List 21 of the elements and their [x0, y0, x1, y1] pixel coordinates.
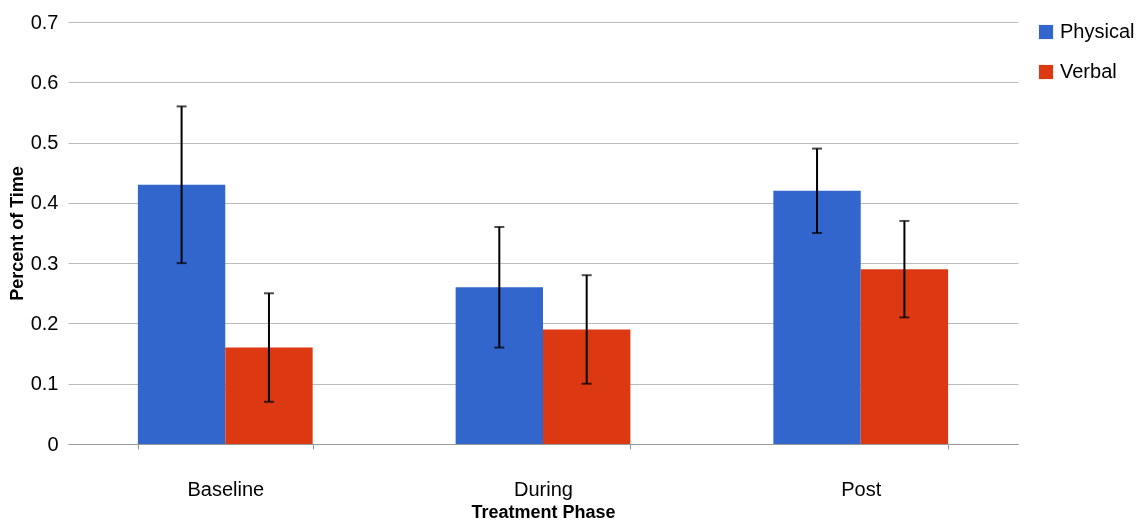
y-tick-label: 0.2 — [30, 311, 59, 334]
bar — [455, 287, 543, 444]
y-tick-label: 0.6 — [30, 70, 59, 93]
x-tick-label: Baseline — [187, 477, 265, 500]
y-tick-label: 0 — [47, 432, 59, 455]
x-axis-title: Treatment Phase — [471, 501, 616, 522]
bar — [860, 269, 949, 444]
bar — [773, 190, 861, 444]
x-tick-label: During — [514, 477, 573, 500]
y-tick-label: 0.1 — [30, 372, 59, 395]
y-tick-label: 0.4 — [30, 191, 59, 214]
legend-label: Verbal — [1060, 60, 1117, 82]
bar — [543, 329, 631, 444]
bar — [137, 184, 226, 444]
y-tick-label: 0.3 — [30, 251, 59, 274]
y-axis-title: Percent of Time — [6, 166, 27, 301]
legend-label: Physical — [1060, 20, 1135, 42]
y-tick-label: 0.7 — [30, 10, 59, 33]
y-tick-label: 0.5 — [30, 131, 59, 154]
bar — [225, 347, 313, 444]
x-tick-label: Post — [841, 477, 882, 500]
